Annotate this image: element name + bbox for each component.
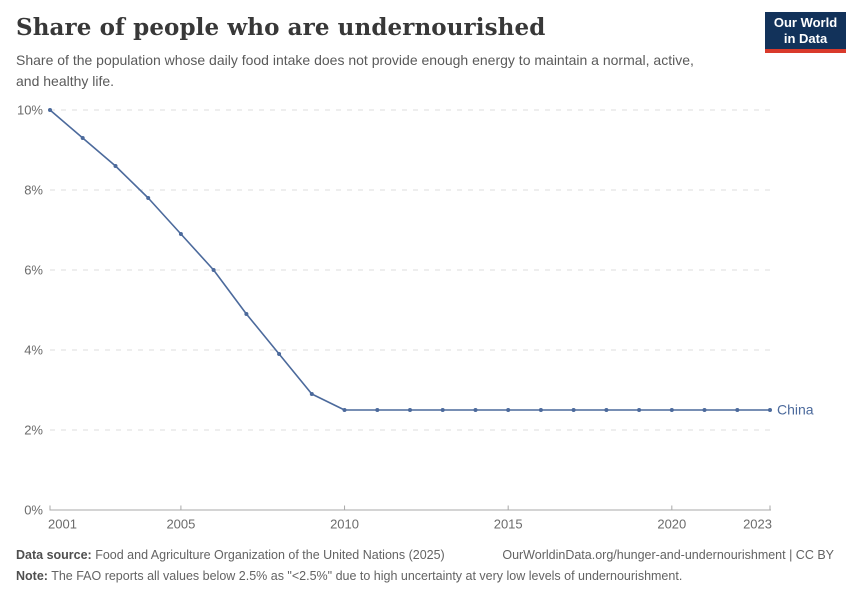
data-point[interactable] <box>440 408 445 412</box>
x-tick-label: 2005 <box>166 517 195 532</box>
data-point[interactable] <box>669 408 674 412</box>
data-point[interactable] <box>571 408 576 412</box>
data-point[interactable] <box>375 408 380 412</box>
data-point[interactable] <box>768 408 772 412</box>
note-label: Note: <box>16 569 48 583</box>
data-point[interactable] <box>244 312 249 316</box>
data-point[interactable] <box>342 408 347 412</box>
data-point[interactable] <box>211 268 216 272</box>
data-point[interactable] <box>277 352 282 356</box>
data-point[interactable] <box>309 392 314 396</box>
data-source-label: Data source: <box>16 548 92 562</box>
data-point[interactable] <box>473 408 478 412</box>
chart-subtitle: Share of the population whose daily food… <box>16 52 694 89</box>
data-point[interactable] <box>637 408 642 412</box>
y-tick-label: 10% <box>17 103 43 118</box>
page-title: Share of people who are undernourished <box>16 14 546 41</box>
x-tick-label: 2015 <box>494 517 523 532</box>
owid-logo-line1: Our World <box>773 15 838 30</box>
data-point[interactable] <box>48 108 52 112</box>
x-tick-label: 2010 <box>330 517 359 532</box>
data-point[interactable] <box>735 408 740 412</box>
x-tick-label: 2001 <box>48 517 77 532</box>
y-tick-label: 4% <box>24 343 43 358</box>
y-tick-label: 0% <box>24 503 43 518</box>
data-point[interactable] <box>80 136 85 140</box>
y-tick-label: 2% <box>24 423 43 438</box>
owid-logo-line2: in Data <box>783 31 828 46</box>
chart-footer: Data source: Food and Agriculture Organi… <box>16 547 834 585</box>
note-text: The FAO reports all values below 2.5% as… <box>47 569 683 583</box>
data-point[interactable] <box>604 408 609 412</box>
data-point[interactable] <box>178 232 183 236</box>
data-point[interactable] <box>702 408 707 412</box>
data-point[interactable] <box>408 408 412 412</box>
y-tick-label: 6% <box>24 263 43 278</box>
footer-link[interactable]: OurWorldinData.org/hunger-and-undernouri… <box>502 548 834 562</box>
data-line-china[interactable] <box>49 109 771 411</box>
data-point[interactable] <box>506 408 511 412</box>
data-point[interactable] <box>146 196 151 200</box>
chart-header: Share of people who are undernourished S… <box>16 8 740 92</box>
data-point[interactable] <box>538 408 543 412</box>
series-end-label[interactable]: China <box>777 402 814 418</box>
y-tick-label: 8% <box>24 183 43 198</box>
x-tick-label: 2020 <box>657 517 686 532</box>
data-source-text: Food and Agriculture Organization of the… <box>91 548 445 562</box>
owid-logo[interactable]: Our World in Data <box>765 12 846 53</box>
footer-note: Note: The FAO reports all values below 2… <box>16 568 834 585</box>
data-source: Data source: Food and Agriculture Organi… <box>16 547 445 564</box>
data-point[interactable] <box>113 164 118 168</box>
x-tick-label: 2023 <box>743 517 772 532</box>
